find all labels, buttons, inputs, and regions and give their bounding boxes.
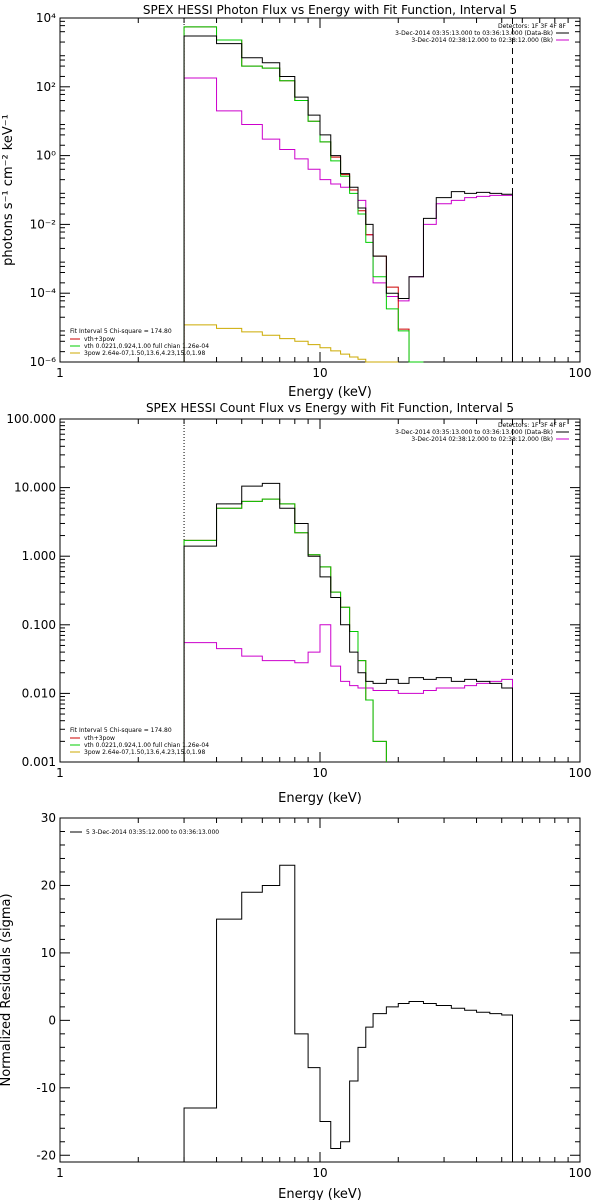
resid-series-5-3-dec-2014-03-35-12-000-to-03-36-13-000 [183,864,513,1162]
photon-y-tick-label: 10⁰ [36,149,56,163]
photon-legend-fit: Fit Interval 5 Chi-square = 174.80 [70,328,172,335]
count-y-tick-label: 1.000 [22,549,56,563]
photon-series-vth-3pow [183,26,424,363]
count-series-vth-3pow [183,498,387,762]
photon-x-tick-label: 1 [56,366,64,380]
resid-legend-label: 5 3-Dec-2014 03:35:12.000 to 03:36:13.00… [86,829,219,836]
photon-legend-vth: vth 0.0221,0.924,1.00 full chian 1.26e-0… [84,343,209,350]
resid-y-tick-label: 0 [48,1013,56,1027]
resid-y-axis-label: Normalized Residuals (sigma) [0,893,14,1086]
photon-series-bk [183,77,513,362]
count-series-data-bk [183,482,513,762]
photon-legend-right: Detectors: 1F 3F 4F 8F 3-Dec-2014 03:35:… [395,23,569,44]
photon-chart-title: SPEX HESSI Photon Flux vs Energy with Fi… [143,3,517,17]
photon-series-data-bk [183,35,513,362]
count-y-tick-label: 0.001 [22,755,56,769]
count-legend-vth: vth 0.0221,0.924,1.00 full chian 1.26e-0… [84,742,209,749]
count-x-axis-label: Energy (keV) [278,791,362,806]
resid-y-tick-label: 30 [41,811,56,825]
resid-x-tick-label: 1 [56,1166,64,1180]
photon-y-tick-label: 10⁻² [30,217,57,231]
resid-y-tick-label: 10 [41,946,56,960]
count-series-bk [183,624,513,762]
photon-series-vth [183,26,424,363]
photon-y-tick-label: 10⁴ [36,11,56,25]
count-x-tick-label: 10 [312,766,327,780]
resid-x-axis-label: Energy (keV) [278,1187,362,1200]
count-legend-fit: Fit Interval 5 Chi-square = 174.80 [70,727,172,734]
photon-y-tick-label: 10⁻⁶ [30,355,57,369]
count-chart-title: SPEX HESSI Count Flux vs Energy with Fit… [146,401,514,415]
photon-legend-bk: 3-Dec-2014 02:38:12.000 to 02:38:12.000 … [411,37,553,44]
photon-legend-model: vth+3pow [84,336,115,343]
count-y-tick-label: 10.000 [14,481,56,495]
photon-plot-frame [59,17,581,363]
photon-x-axis-label: Energy (keV) [288,385,372,400]
photon-y-tick-label: 10² [36,80,56,94]
resid-y-tick-label: -10 [36,1081,56,1095]
count-y-tick-label: 100.000 [6,412,56,426]
count-legend-left: Fit Interval 5 Chi-square = 174.80 vth+3… [70,727,209,756]
resid-legend: 5 3-Dec-2014 03:35:12.000 to 03:36:13.00… [70,829,219,836]
count-legend-data-bk: 3-Dec-2014 03:35:13.000 to 03:36:13.000 … [395,429,553,436]
count-y-tick-label: 0.100 [22,618,56,632]
count-y-tick-label: 0.010 [22,686,56,700]
photon-x-tick-label: 100 [569,366,592,380]
photon-y-tick-label: 10⁻⁴ [30,286,57,300]
photon-legend-pow: 3pow 2.64e-07,1.50,13.6,4.23,15.0,1.98 [84,350,205,357]
photon-x-tick-label: 10 [312,366,327,380]
count-legend-pow: 3pow 2.64e-07,1.50,13.6,4.23,15.0,1.98 [84,749,205,756]
count-legend-model: vth+3pow [84,735,115,742]
count-x-tick-label: 1 [56,766,64,780]
count-flux-panel: SPEX HESSI Count Flux vs Energy with Fit… [6,401,591,806]
count-plot-frame [59,418,581,763]
photon-legend-left: Fit Interval 5 Chi-square = 174.80 vth+3… [70,328,209,357]
count-series-vth [183,498,387,762]
photon-legend-detectors: Detectors: 1F 3F 4F 8F [498,23,567,30]
photon-flux-panel: SPEX HESSI Photon Flux vs Energy with Fi… [1,3,591,400]
photon-series-3pow [183,324,399,363]
residuals-panel: Energy (keV) Normalized Residuals (sigma… [0,811,591,1200]
count-legend-bk: 3-Dec-2014 02:38:12.000 to 02:38:12.000 … [411,436,553,443]
count-legend-right: Detectors: 1F 3F 4F 8F 3-Dec-2014 03:35:… [395,422,569,443]
resid-y-tick-label: 20 [41,878,56,892]
resid-x-tick-label: 100 [569,1166,592,1180]
photon-y-axis-label: photons s⁻¹ cm⁻² keV⁻¹ [1,114,16,266]
photon-legend-data-bk: 3-Dec-2014 03:35:13.000 to 03:36:13.000 … [395,30,553,37]
count-x-tick-label: 100 [569,766,592,780]
resid-y-tick-label: -20 [36,1148,56,1162]
resid-x-tick-label: 10 [312,1166,327,1180]
count-legend-detectors: Detectors: 1F 3F 4F 8F [498,422,567,429]
